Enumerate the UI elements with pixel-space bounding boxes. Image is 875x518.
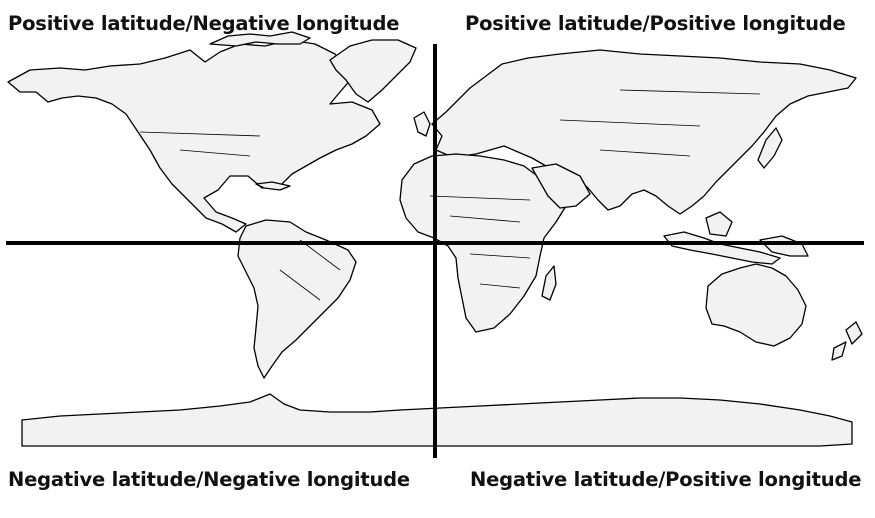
japan (757, 127, 783, 169)
north-america (7, 39, 381, 233)
greenland (329, 39, 417, 103)
label-negative-lat-negative-lon: Negative latitude/Negative longitude (8, 468, 410, 491)
label-positive-lat-positive-lon: Positive latitude/Positive longitude (465, 12, 846, 35)
borneo (705, 211, 733, 237)
new-guinea (759, 235, 809, 257)
label-negative-lat-positive-lon: Negative latitude/Positive longitude (470, 468, 862, 491)
country-borders (139, 89, 761, 301)
arctic-islands (209, 31, 311, 47)
label-positive-lat-negative-lon: Positive latitude/Negative longitude (8, 12, 400, 35)
indonesia (663, 231, 781, 265)
arabian-peninsula (531, 163, 591, 209)
cuba (255, 181, 291, 191)
madagascar (541, 265, 557, 301)
british-isles (413, 111, 431, 137)
new-zealand (831, 321, 863, 361)
australia (705, 263, 807, 347)
